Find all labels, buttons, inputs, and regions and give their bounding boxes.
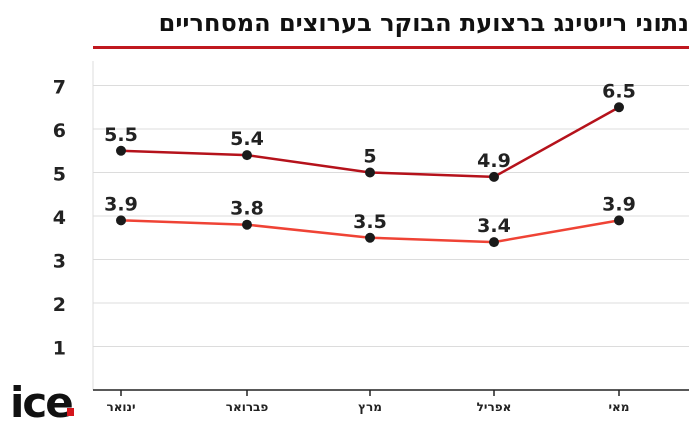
x-tick-label: מאי	[609, 400, 630, 414]
logo-dot	[67, 408, 74, 416]
y-tick-label: 1	[53, 338, 66, 360]
logo-wordmark: ice	[10, 378, 72, 421]
data-point	[614, 215, 624, 225]
data-point	[242, 150, 252, 160]
data-point	[242, 220, 252, 230]
y-tick-label: 7	[53, 77, 66, 99]
data-point	[614, 102, 624, 112]
data-label: 3.5	[353, 211, 387, 233]
data-label: 6.5	[602, 80, 636, 102]
x-tick-label: ינואר	[106, 400, 135, 414]
data-label: 5.4	[230, 128, 264, 150]
data-label: 4.9	[477, 150, 511, 172]
x-tick-label: מרץ	[358, 400, 382, 414]
data-point	[116, 215, 126, 225]
data-point	[365, 233, 375, 243]
data-point	[489, 237, 499, 247]
y-tick-label: 6	[53, 120, 66, 142]
line-chart: 1 2 3 4 5 6 7 ינואר פברואר מרץ אפריל מאי 5.5 5.4 5 4.9 6…	[0, 0, 697, 433]
data-point	[489, 172, 499, 182]
y-tick-label: 3	[53, 251, 66, 273]
data-point	[116, 146, 126, 156]
ice-logo: ice	[10, 373, 74, 421]
y-tick-label: 2	[53, 294, 66, 316]
data-point	[365, 168, 375, 178]
x-tick-label: פברואר	[226, 400, 269, 414]
y-tick-label: 5	[53, 164, 66, 186]
data-label: 3.9	[104, 193, 138, 215]
data-label: 3.9	[602, 193, 636, 215]
data-label: 5.5	[104, 124, 138, 146]
data-label: 3.4	[477, 215, 511, 237]
x-tick-label: אפריל	[477, 400, 512, 414]
y-tick-label: 4	[53, 207, 66, 229]
data-label: 3.8	[230, 198, 264, 220]
data-label: 5	[363, 146, 376, 168]
